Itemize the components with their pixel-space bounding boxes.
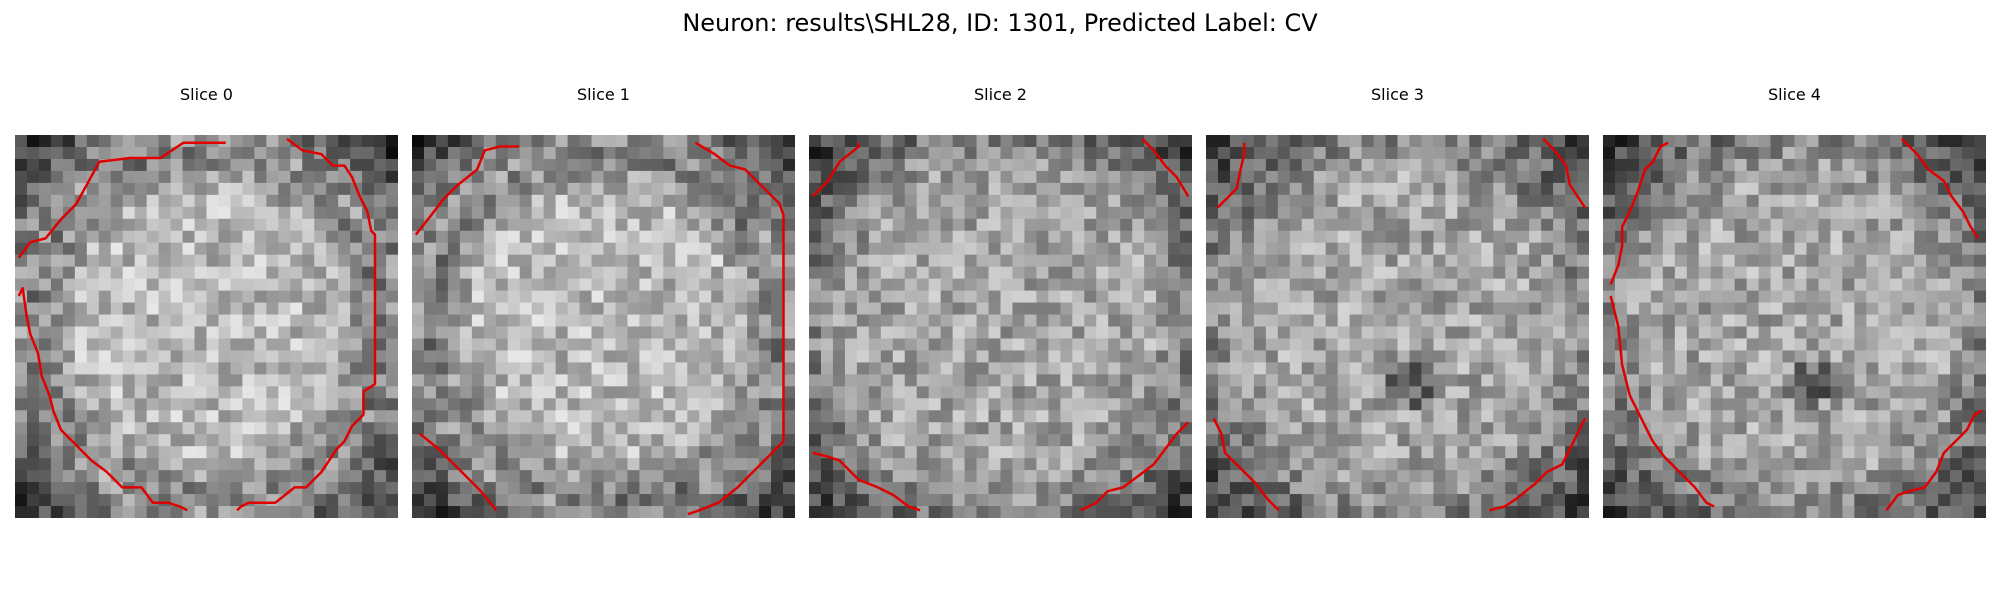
slice-image xyxy=(1603,135,1986,518)
roi-contour xyxy=(1900,137,1980,240)
roi-contour xyxy=(1141,137,1190,197)
roi-contour xyxy=(17,286,188,512)
roi-contour xyxy=(1542,137,1587,209)
roi-contour xyxy=(1216,142,1246,209)
slice-title: Slice 3 xyxy=(1371,85,1424,104)
roi-contour xyxy=(1489,417,1587,512)
slice-title: Slice 2 xyxy=(974,85,1027,104)
figure-title: Neuron: results\SHL28, ID: 1301, Predict… xyxy=(682,9,1318,37)
slice-title: Slice 0 xyxy=(180,85,233,104)
slice-image xyxy=(1206,135,1589,518)
roi-contour xyxy=(236,137,377,512)
roi-contour xyxy=(1609,295,1715,508)
slice-title: Slice 4 xyxy=(1768,85,1821,104)
roi-contour xyxy=(812,451,921,512)
slice-image xyxy=(15,135,398,518)
roi-contour xyxy=(1212,417,1280,512)
roi-contour xyxy=(687,141,785,516)
slice-image xyxy=(809,135,1192,518)
roi-contour xyxy=(418,432,498,512)
roi-contour xyxy=(1080,421,1190,512)
slice-title: Slice 1 xyxy=(577,85,630,104)
roi-contour xyxy=(1609,141,1669,285)
roi-contour xyxy=(414,145,520,236)
slice-image xyxy=(412,135,795,518)
roi-contour xyxy=(17,141,226,259)
roi-contour xyxy=(1885,409,1983,512)
roi-contour xyxy=(811,142,861,198)
